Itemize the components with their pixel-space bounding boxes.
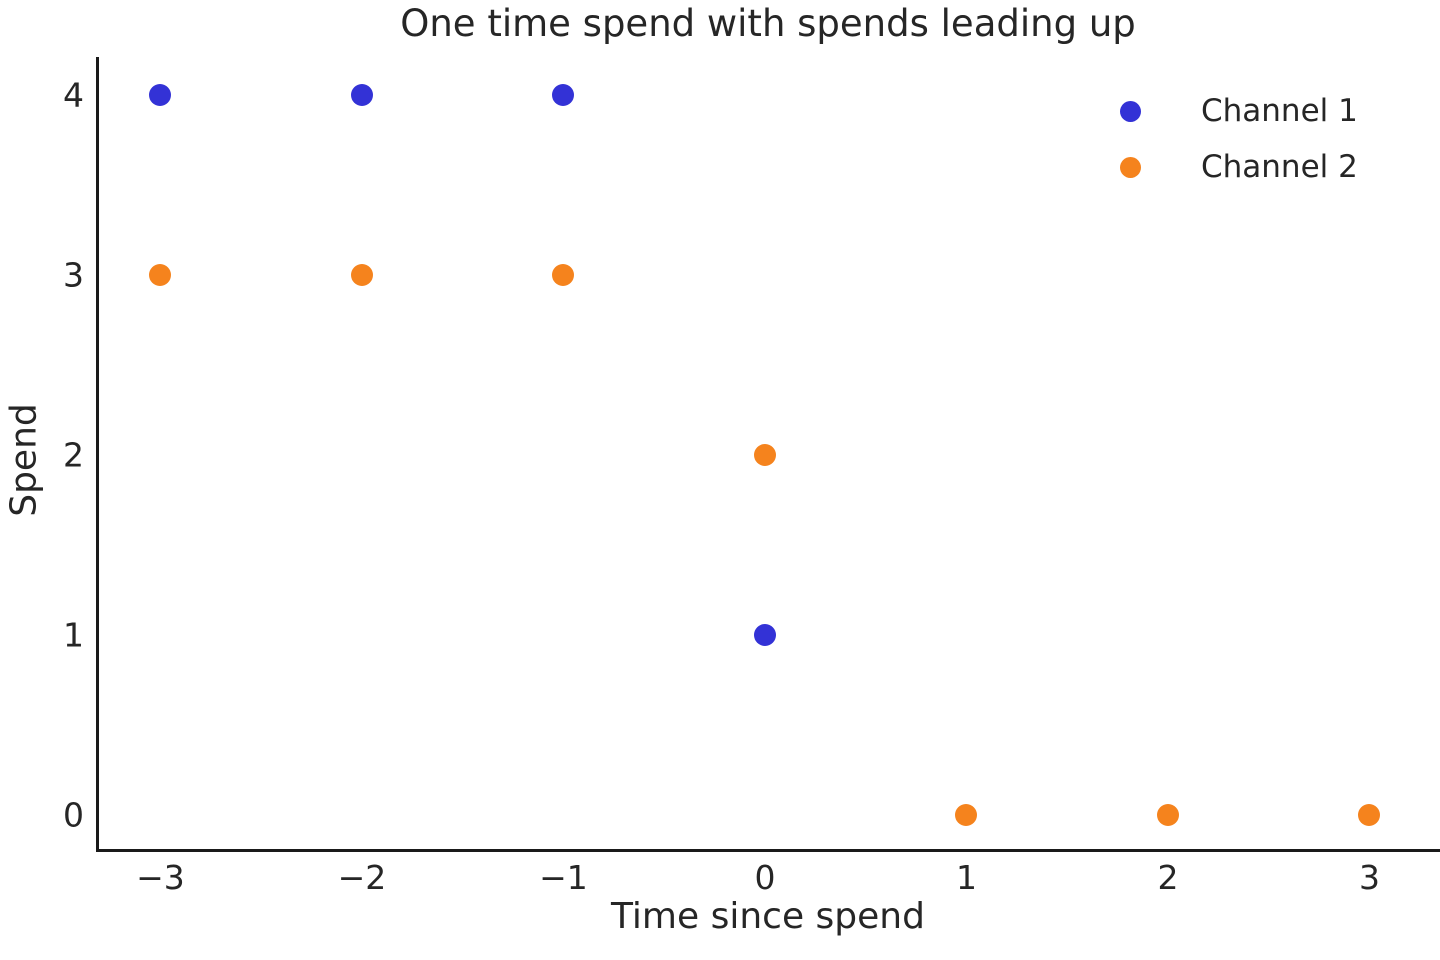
legend: Channel 1 Channel 2 bbox=[1110, 83, 1358, 195]
y-tick-label: 1 bbox=[63, 615, 84, 655]
y-tick-label: 0 bbox=[63, 795, 84, 835]
y-axis-spine bbox=[96, 57, 99, 852]
data-point-channel-1 bbox=[149, 83, 172, 106]
y-tick-label: 4 bbox=[63, 75, 84, 115]
data-point-channel-1 bbox=[552, 83, 575, 106]
x-tick-label: −1 bbox=[539, 858, 588, 897]
legend-item-channel-1: Channel 1 bbox=[1110, 83, 1358, 139]
x-tick-label: 2 bbox=[1157, 858, 1179, 897]
legend-label-channel-1: Channel 1 bbox=[1201, 92, 1358, 129]
x-axis-label: Time since spend bbox=[611, 896, 925, 937]
x-tick-label: 3 bbox=[1358, 858, 1380, 897]
x-tick-label: −2 bbox=[337, 858, 387, 897]
chart-title: One time spend with spends leading up bbox=[400, 2, 1136, 45]
x-tick-label: 1 bbox=[955, 858, 977, 897]
data-point-channel-1 bbox=[753, 623, 776, 646]
data-point-channel-2 bbox=[149, 263, 172, 286]
y-tick-label: 3 bbox=[63, 255, 84, 295]
legend-marker-channel-1-icon bbox=[1120, 100, 1141, 122]
data-point-channel-1 bbox=[350, 83, 373, 106]
x-axis-spine bbox=[96, 849, 1440, 852]
data-point-channel-2 bbox=[350, 263, 373, 286]
data-point-channel-2 bbox=[1156, 803, 1179, 826]
data-point-channel-2 bbox=[753, 443, 776, 466]
y-tick-label: 2 bbox=[63, 435, 84, 475]
x-tick-label: 0 bbox=[754, 858, 776, 897]
legend-label-channel-2: Channel 2 bbox=[1201, 148, 1358, 185]
y-axis-label: Spend bbox=[3, 403, 45, 517]
legend-item-channel-2: Channel 2 bbox=[1110, 139, 1358, 195]
data-point-channel-2 bbox=[552, 263, 575, 286]
data-point-channel-2 bbox=[955, 803, 978, 826]
x-tick-label: −3 bbox=[136, 858, 185, 897]
data-point-channel-2 bbox=[1358, 803, 1381, 826]
legend-marker-channel-2-icon bbox=[1120, 156, 1141, 178]
